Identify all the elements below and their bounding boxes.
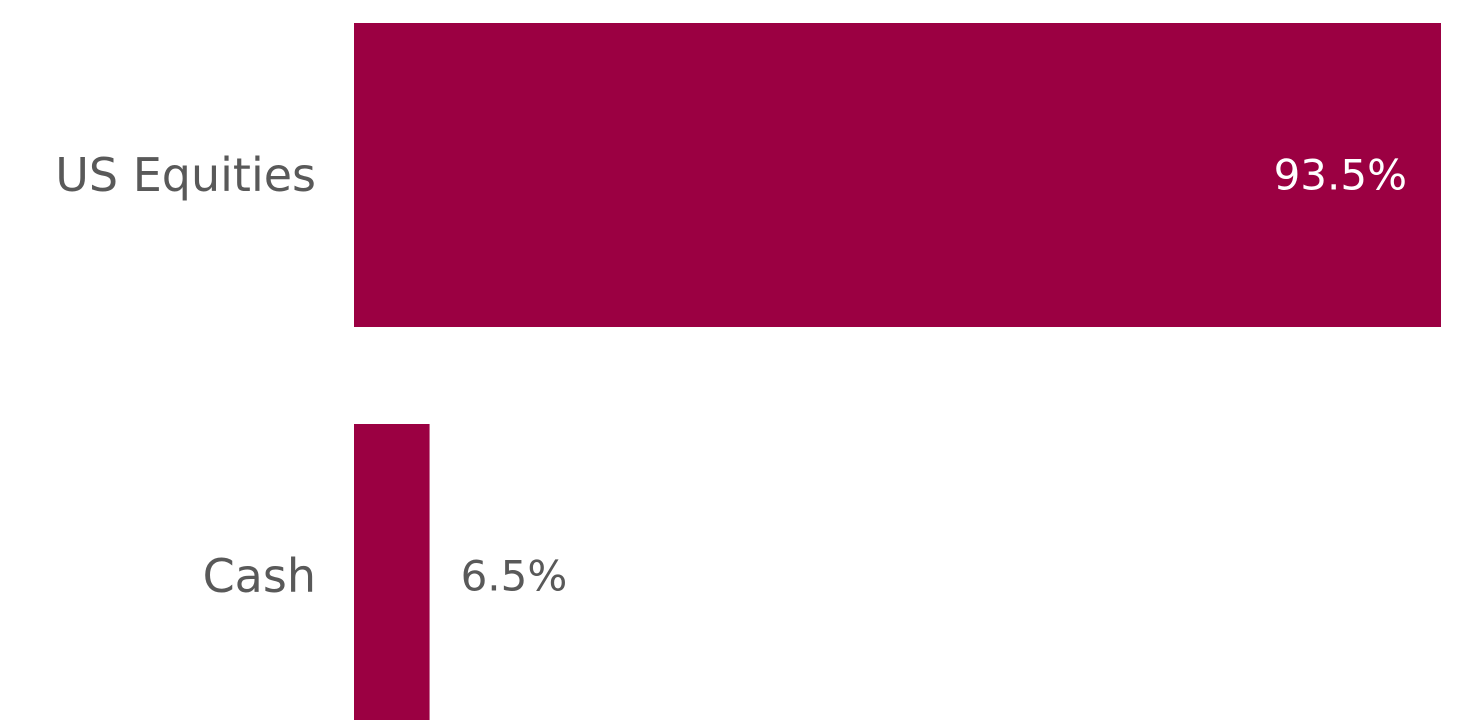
category-label-us-equities: US Equities [55,148,316,202]
bars-layer [354,23,1441,720]
bar-us-equities [354,23,1441,327]
value-label-us-equities: 93.5% [1274,151,1407,200]
category-label-cash: Cash [203,549,316,603]
value-label-cash: 6.5% [461,552,568,601]
labels-layer: US Equities 93.5% Cash 6.5% [55,148,1407,603]
bar-cash [354,424,430,720]
